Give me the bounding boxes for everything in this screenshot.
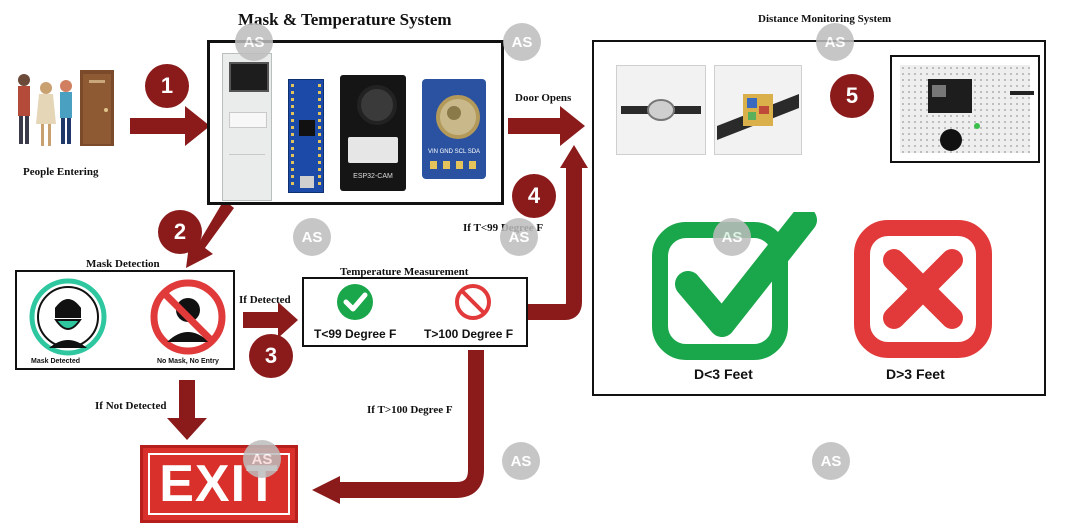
- arduino-board: [288, 79, 324, 193]
- wristband-photo-1: [616, 65, 706, 155]
- arrow-t-gt-100-head: [312, 476, 340, 504]
- arrow-if-not-detected: [167, 380, 207, 440]
- step-1-badge: 1: [145, 64, 189, 108]
- step-3-badge: 3: [249, 334, 293, 378]
- mask-temp-system-box: ESP32-CAM VIN GND SCL SDA: [207, 40, 504, 205]
- arrow-door-opens: [508, 106, 585, 146]
- if-t-gt-100-label: If T>100 Degree F: [367, 404, 453, 416]
- temp-ok-icon: [337, 284, 373, 320]
- distance-monitoring-box: 5 D<3 Feet D>3 Feet: [592, 40, 1046, 396]
- no-mask-caption: No Mask, No Entry: [157, 358, 219, 365]
- people-entering-illustration: [10, 66, 122, 152]
- temp-high-caption: T>100 Degree F: [424, 327, 514, 341]
- arrow-people-to-system: [130, 106, 210, 146]
- step-5-badge: 5: [830, 74, 874, 118]
- breadboard-photo: [890, 55, 1040, 163]
- temp-ok-caption: T<99 Degree F: [314, 327, 397, 341]
- distance-bad-caption: D>3 Feet: [886, 366, 945, 382]
- kiosk-device: [222, 53, 272, 201]
- watermark-logo: AS: [812, 442, 850, 480]
- distance-bad-icon: [854, 220, 992, 358]
- step-2-badge: 2: [158, 210, 202, 254]
- arrow-to-mask-detection: [186, 200, 234, 268]
- mask-detection-box: Mask Detected No Mask, No Entry: [15, 270, 235, 370]
- esp32-cam-label: ESP32-CAM: [353, 173, 393, 180]
- watermark-logo: AS: [293, 218, 331, 256]
- arrow-t-lt-99-line: [528, 165, 582, 320]
- watermark-logo: AS: [816, 23, 854, 61]
- mask-temp-system-title: Mask & Temperature System: [238, 10, 452, 29]
- mask-detected-caption: Mask Detected: [31, 358, 81, 365]
- temperature-measurement-title: Temperature Measurement: [340, 266, 469, 278]
- watermark-logo: AS: [243, 440, 281, 478]
- mask-detection-title: Mask Detection: [86, 258, 160, 270]
- watermark-logo: AS: [235, 23, 273, 61]
- mask-detected-icon: [29, 278, 107, 356]
- if-detected-label: If Detected: [239, 294, 291, 306]
- wristband-photo-2: [714, 65, 802, 155]
- arrow-if-detected: [243, 302, 298, 338]
- sensor-pin-labels: VIN GND SCL SDA: [427, 149, 481, 155]
- no-mask-icon: [150, 279, 226, 355]
- esp32-cam-board: ESP32-CAM: [340, 75, 406, 191]
- arrow-t-lt-99-head: [560, 145, 588, 168]
- watermark-logo: AS: [502, 442, 540, 480]
- arrow-t-gt-100-line: [335, 350, 484, 498]
- watermark-logo: AS: [503, 23, 541, 61]
- temperature-sensor-board: VIN GND SCL SDA: [422, 79, 486, 179]
- watermark-logo: AS: [500, 218, 538, 256]
- distance-ok-caption: D<3 Feet: [694, 366, 753, 382]
- distance-system-title: Distance Monitoring System: [758, 13, 892, 25]
- step-4-badge: 4: [512, 174, 556, 218]
- kiosk-screen: [229, 62, 269, 92]
- watermark-logo: AS: [713, 218, 751, 256]
- if-not-detected-label: If Not Detected: [95, 400, 167, 412]
- temperature-measurement-box: T<99 Degree F T>100 Degree F: [302, 277, 528, 347]
- door-opens-label: Door Opens: [515, 92, 572, 104]
- people-entering-label: People Entering: [23, 166, 99, 178]
- temp-high-icon: [455, 284, 491, 320]
